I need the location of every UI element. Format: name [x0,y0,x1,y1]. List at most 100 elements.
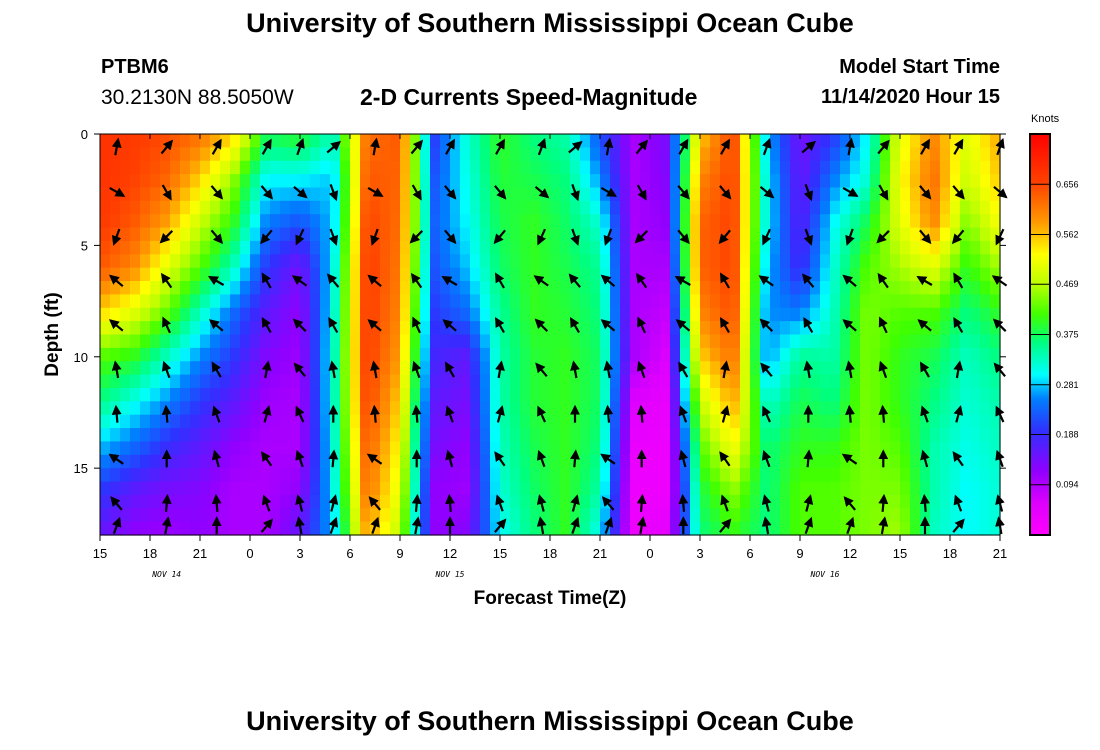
current-vector-arrow [494,185,507,200]
heatmap-cell [490,294,501,309]
heatmap-cell [170,134,181,148]
heatmap-cell [830,494,841,509]
heatmap-cell [190,187,201,202]
heatmap-cell [590,387,601,402]
current-vector-arrow [536,449,547,468]
heatmap-cell [860,508,871,523]
heatmap-cell [190,294,201,309]
heatmap-cell [990,468,1001,483]
heatmap-cell [940,227,951,242]
heatmap-cell [310,240,321,255]
current-vector-arrow [758,275,774,287]
heatmap-cell [230,454,241,469]
current-vector-arrow [159,230,174,244]
heatmap-cell [290,240,301,255]
heatmap-cell [270,160,281,175]
heatmap-cell [560,508,571,523]
heatmap-cell [530,454,541,469]
heatmap-cell [430,414,441,429]
heatmap-cell [890,174,901,189]
heatmap-cell [790,307,801,322]
heatmap-cell [550,494,561,509]
heatmap-cell [340,508,351,523]
heatmap-cell [950,294,961,309]
current-vector-arrow [635,139,649,155]
heatmap-cell [450,134,461,148]
heatmap-cell [240,281,251,295]
heatmap-cell [630,481,641,496]
heatmap-cell [630,521,641,536]
heatmap-cell [640,454,651,469]
current-vector-arrow [762,405,772,423]
heatmap-cell [710,240,721,255]
heatmap-cell [790,334,801,349]
heatmap-cell [980,147,991,162]
heatmap-cell [830,428,841,443]
heatmap-cell [560,240,571,255]
heatmap-cell [670,321,681,336]
heatmap-cell [990,294,1001,309]
heatmap-cell [270,454,281,469]
current-vector-arrow [603,360,614,379]
heatmap-cell [360,494,371,509]
heatmap-cell [290,454,301,469]
current-vector-arrow [260,518,274,533]
heatmap-cell [810,267,821,282]
heatmap-cell [510,401,521,416]
heatmap-cell [470,494,481,509]
heatmap-cell [120,281,131,295]
heatmap-cell [860,294,871,309]
colorbar-tick-label: 0.375 [1056,330,1079,340]
heatmap-cell [850,374,861,389]
heatmap-cell [420,281,431,295]
heatmap-cell [330,521,341,536]
heatmap-cell [640,521,651,536]
heatmap-cell [980,414,991,429]
heatmap-cell [220,254,231,269]
heatmap-cell [960,321,971,336]
heatmap-cell [680,374,691,389]
heatmap-cell [720,387,731,402]
heatmap-cell [250,347,261,362]
heatmap-cell [800,334,811,349]
heatmap-cell [730,307,741,322]
heatmap-cell [200,160,211,175]
heatmap-cell [620,174,631,189]
heatmap-cell [100,281,111,295]
heatmap-cell [660,361,671,376]
heatmap-cell [250,294,261,309]
heatmap-cell [840,468,851,483]
heatmap-cell [480,494,491,509]
heatmap-cell [170,468,181,483]
heatmap-cell [610,147,621,162]
heatmap-cell [180,147,191,162]
heatmap-cell [540,254,551,269]
heatmap-cell [820,267,831,282]
heatmap-cell [670,200,681,215]
heatmap-cell [910,334,921,349]
heatmap-cell [810,294,821,309]
heatmap-cell [770,214,781,229]
heatmap-cell [190,281,201,295]
heatmap-cell [480,387,491,402]
heatmap-cell [320,468,331,483]
heatmap-cell [420,414,431,429]
heatmap-cell [640,481,651,496]
heatmap-cell [700,294,711,309]
heatmap-cell [710,294,721,309]
heatmap-cell [430,240,441,255]
heatmap-cell [660,214,671,229]
heatmap-cell [320,160,331,175]
current-vector-arrow [952,518,965,533]
heatmap-cell [870,441,881,456]
heatmap-cell [740,508,751,523]
heatmap-cell [610,267,621,282]
current-vector-arrow [803,316,814,334]
heatmap-cell [260,441,271,456]
y-tick-label: 5 [81,238,88,253]
heatmap-cell [910,468,921,483]
heatmap-cell [650,374,661,389]
heatmap-cell [770,147,781,162]
heatmap-cell [530,428,541,443]
heatmap-cell [960,468,971,483]
